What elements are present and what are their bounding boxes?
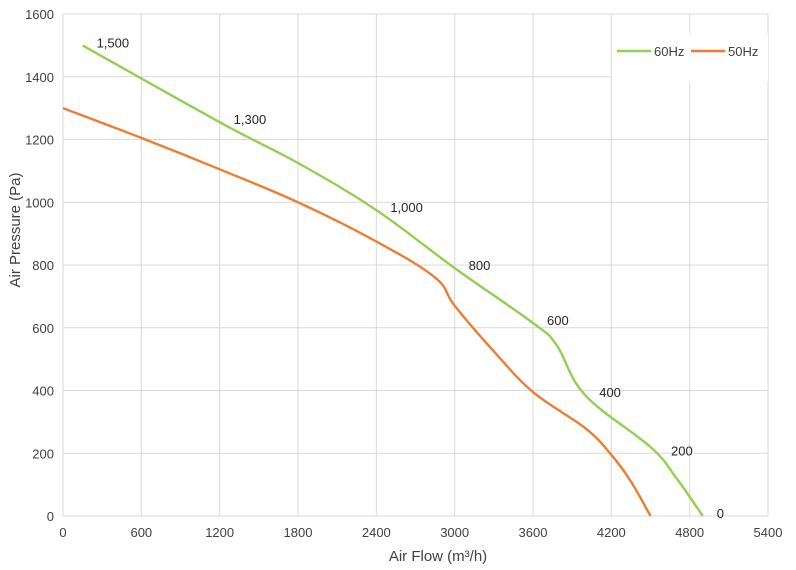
x-tick-label: 3000 <box>440 525 469 540</box>
x-tick-label: 1200 <box>205 525 234 540</box>
y-tick-label: 0 <box>47 509 54 524</box>
x-axis-ticks: 0 600 1200 1800 2400 3000 3600 4200 4800 5400 <box>59 525 782 540</box>
legend: 60Hz 50Hz <box>612 34 768 82</box>
x-axis-title: Air Flow (m³/h) <box>389 548 487 565</box>
x-tick-label: 4800 <box>675 525 704 540</box>
grid-lines <box>62 13 769 517</box>
series-line-60hz <box>82 44 704 517</box>
data-label-60hz: 600 <box>547 313 569 328</box>
x-tick-label: 5400 <box>754 525 783 540</box>
x-tick-label: 3600 <box>519 525 548 540</box>
y-tick-label: 1000 <box>25 195 54 210</box>
legend-label-60hz: 60Hz <box>654 44 684 59</box>
data-label-60hz: 800 <box>469 258 491 273</box>
y-tick-label: 400 <box>32 384 54 399</box>
x-tick-label: 1800 <box>284 525 313 540</box>
y-tick-label: 600 <box>32 321 54 336</box>
data-label-60hz: 200 <box>671 443 693 458</box>
series-lines <box>62 44 704 517</box>
y-tick-label: 200 <box>32 446 54 461</box>
data-labels: 1,500 1,300 1,000 800 600 400 200 0 <box>97 35 724 521</box>
y-tick-label: 1200 <box>25 133 54 148</box>
data-label-60hz: 1,300 <box>234 112 267 127</box>
x-tick-label: 600 <box>130 525 152 540</box>
y-axis-title: Air Pressure (Pa) <box>7 172 24 287</box>
y-axis-ticks: 0 200 400 600 800 1000 1200 1400 1600 <box>25 7 54 524</box>
series-line-50hz <box>62 106 652 517</box>
x-tick-label: 4200 <box>597 525 626 540</box>
data-label-60hz: 400 <box>599 385 621 400</box>
data-label-60hz: 1,500 <box>97 35 130 50</box>
legend-background <box>612 34 768 82</box>
legend-label-50hz: 50Hz <box>728 44 758 59</box>
y-tick-label: 1400 <box>25 70 54 85</box>
x-tick-label: 0 <box>59 525 66 540</box>
data-label-60hz: 1,000 <box>390 200 423 215</box>
x-tick-label: 2400 <box>362 525 391 540</box>
y-tick-label: 800 <box>32 258 54 273</box>
y-tick-label: 1600 <box>25 7 54 22</box>
data-label-60hz: 0 <box>717 506 724 521</box>
